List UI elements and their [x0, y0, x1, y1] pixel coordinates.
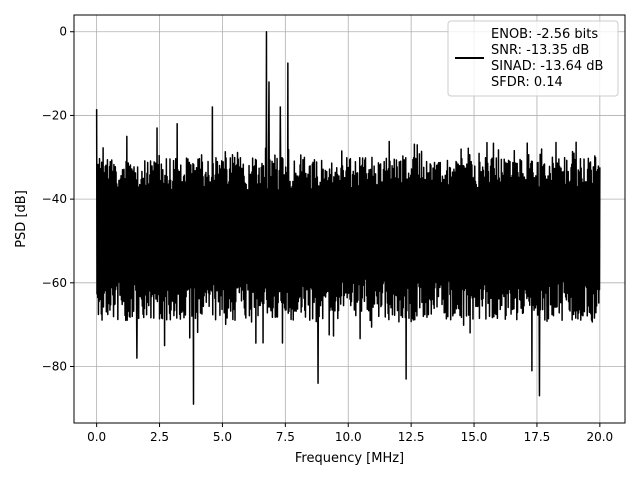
x-axis-label: Frequency [MHz]	[295, 451, 404, 466]
y-tick-label: −20	[42, 108, 67, 122]
x-tick-label: 12.5	[398, 430, 425, 444]
y-axis-label: PSD [dB]	[14, 190, 29, 248]
x-tick-label: 20.0	[586, 430, 613, 444]
x-tick-label: 10.0	[335, 430, 362, 444]
legend: ENOB: -2.56 bits SNR: -13.35 dB SINAD: -…	[447, 20, 619, 97]
y-tick-label: −40	[42, 192, 67, 206]
x-tick-label: 2.5	[150, 430, 169, 444]
legend-entry-enob: ENOB: -2.56 bits	[491, 27, 598, 42]
y-tick-label: 0	[59, 25, 67, 39]
legend-entry-sfdr: SFDR: 0.14	[491, 75, 563, 90]
y-tick-label: −60	[42, 276, 67, 290]
x-axis-ticks: 0.0 2.5 5.0 7.5 10.0 12.5 15.0 17.5 20.0	[87, 423, 613, 444]
x-tick-label: 0.0	[87, 430, 106, 444]
y-tick-label: −80	[42, 360, 67, 374]
plot-frame	[73, 14, 626, 424]
x-tick-label: 5.0	[213, 430, 232, 444]
plot-area	[95, 30, 601, 405]
legend-entry-snr: SNR: -13.35 dB	[491, 43, 589, 58]
x-tick-label: 7.5	[276, 430, 295, 444]
legend-entry-sinad: SINAD: -13.64 dB	[491, 59, 603, 74]
legend-box	[447, 20, 619, 97]
y-axis-ticks: 0 −20 −40 −60 −80	[42, 25, 74, 374]
x-tick-label: 15.0	[461, 430, 488, 444]
psd-trace	[95, 30, 601, 405]
x-tick-label: 17.5	[524, 430, 551, 444]
